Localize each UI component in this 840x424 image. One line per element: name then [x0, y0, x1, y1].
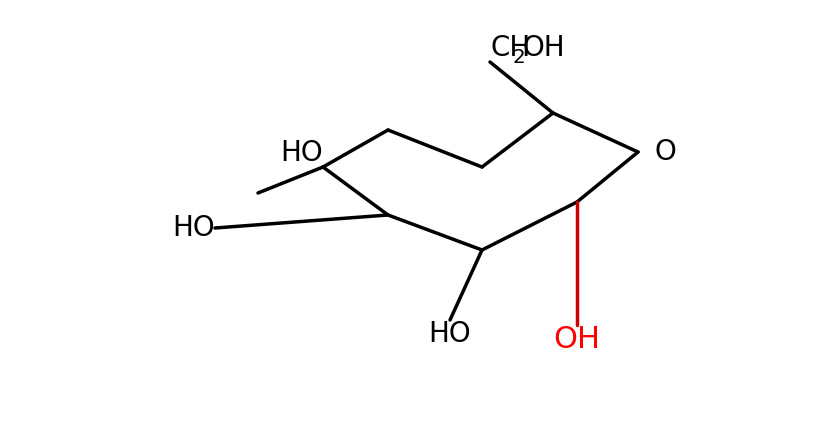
Text: HO: HO — [172, 214, 215, 242]
Text: OH: OH — [523, 34, 565, 62]
Text: HO: HO — [281, 139, 323, 167]
Text: OH: OH — [554, 325, 601, 354]
Text: CH: CH — [490, 34, 530, 62]
Text: 2: 2 — [513, 48, 526, 67]
Text: HO: HO — [428, 320, 471, 348]
Text: O: O — [655, 138, 677, 166]
